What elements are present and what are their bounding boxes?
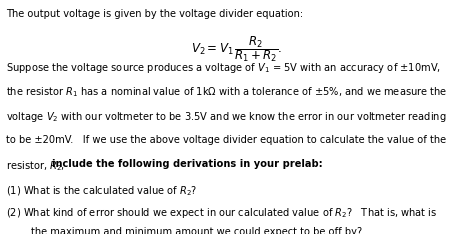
- Text: voltage $V_2$ with our voltmeter to be 3.5V and we know the error in our voltmet: voltage $V_2$ with our voltmeter to be 3…: [6, 110, 446, 124]
- Text: resistor, $R_2$,: resistor, $R_2$,: [6, 159, 66, 173]
- Text: Suppose the voltage source produces a voltage of $V_1$ = 5V with an accuracy of : Suppose the voltage source produces a vo…: [6, 61, 441, 75]
- Text: $V_2 = V_1\,\dfrac{R_2}{R_1+R_2}.$: $V_2 = V_1\,\dfrac{R_2}{R_1+R_2}.$: [191, 34, 283, 64]
- Text: to be ±20mV.   If we use the above voltage divider equation to calculate the val: to be ±20mV. If we use the above voltage…: [6, 135, 446, 145]
- Text: include the following derivations in your prelab:: include the following derivations in you…: [52, 159, 323, 169]
- Text: (1) What is the calculated value of $R_2$?: (1) What is the calculated value of $R_2…: [6, 185, 197, 198]
- Text: the maximum and minimum amount we could expect to be off by?: the maximum and minimum amount we could …: [31, 227, 362, 234]
- Text: the resistor $R_1$ has a nominal value of 1kΩ with a tolerance of ±5%, and we me: the resistor $R_1$ has a nominal value o…: [6, 85, 447, 99]
- Text: The output voltage is given by the voltage divider equation:: The output voltage is given by the volta…: [6, 9, 303, 19]
- Text: (2) What kind of error should we expect in our calculated value of $R_2$?   That: (2) What kind of error should we expect …: [6, 206, 437, 220]
